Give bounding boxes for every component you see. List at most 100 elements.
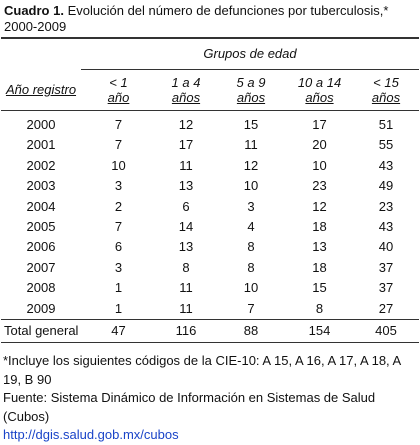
value-cell: 8 [182,259,190,275]
column-header: 10 a 14 años [286,69,353,111]
value-cell: 3 [114,178,123,194]
column-header-line2-wrap: años [286,90,353,105]
data-row: 2005 7 14 4 18 43 [1,217,419,237]
value-cell: 13 [312,239,327,255]
value-cell: 7 [114,137,123,153]
total-value: 116 [156,319,216,344]
year-cell: 2006 [26,239,56,255]
total-row: Total general 47 116 88 154 405 [1,319,420,344]
value-cell: 51 [378,117,394,132]
value-cell: 10 [111,157,126,173]
column-header-line1: 5 a 9 [236,75,266,90]
source-link[interactable]: http://dgis.salud.gob.mx/cubos [3,427,179,443]
table-body: Grupos de edad Año registro < 1 año 1 a 4 añ… [1,38,420,344]
title: Cuadro 1. Evolución del número de defunc… [0,0,420,37]
column-header-line1: 10 a 14 [297,75,342,90]
value-cell: 37 [378,280,394,296]
total-value: 154 [286,319,353,344]
value-cell: 3 [247,198,255,214]
data-row: 2001 7 17 11 20 55 [1,135,419,155]
data-row: 2000 7 12 15 17 51 [1,111,419,136]
data-row: 2004 2 6 3 12 23 [1,197,419,217]
value-cell: 12 [312,198,327,214]
column-header-line1: < 15 [373,75,399,90]
value-cell: 17 [312,117,327,132]
value-cell: 11 [179,157,193,173]
year-cell: 2004 [26,198,56,214]
source: Fuente: Sistema Dinámico de Información … [3,390,376,424]
column-header-line2: años [236,90,266,105]
value-cell: 15 [243,117,259,132]
value-cell: 12 [243,157,259,173]
value-cell: 1 [114,280,123,296]
value-cell: 7 [247,300,255,316]
year-cell: 2003 [26,178,56,194]
year-cell: 2007 [26,259,56,275]
value-cell: 55 [378,137,394,153]
value-cell: 40 [378,239,394,255]
data-row: 2009 1 11 7 8 27 [1,299,419,320]
value-cell: 6 [114,239,123,255]
total-value: 47 [81,319,156,344]
data-row: 2003 3 13 10 23 49 [1,176,419,196]
value-cell: 43 [378,219,394,235]
value-cell: 1 [114,300,123,316]
column-header-line2-wrap: años [156,90,216,105]
column-header-line1: 1 a 4 [171,75,201,90]
value-cell: 43 [378,157,394,173]
value-cell: 10 [243,280,259,296]
title-label: Cuadro 1. [4,3,64,18]
row-header: Año registro [1,69,81,111]
total-label: Total general [1,319,81,344]
group-header-row: Grupos de edad [1,38,420,70]
data-row: 2007 3 8 8 18 37 [1,258,419,278]
column-header-line2-wrap: año [81,90,156,105]
year-cell: 2008 [26,280,56,296]
value-cell: 18 [312,259,327,275]
year-cell: 2000 [26,117,56,132]
value-cell: 8 [247,239,255,255]
group-header: Grupos de edad [81,38,420,70]
year-cell: 2005 [26,219,56,235]
column-header: < 15 años [353,69,420,111]
value-cell: 17 [178,137,194,153]
value-cell: 18 [312,219,327,235]
total-value: 405 [353,319,420,344]
column-header: < 1 año [81,69,156,111]
value-cell: 11 [179,280,193,296]
value-cell: 11 [244,137,258,153]
value-cell: 13 [178,178,194,194]
total-value: 88 [216,319,286,344]
value-cell: 7 [114,219,123,235]
title-text: Evolución del número de defunciones por … [4,3,389,34]
value-cell: 10 [312,157,327,173]
value-cell: 15 [312,280,327,296]
footnote: *Incluye los siguientes códigos de la CI… [3,353,401,387]
value-cell: 13 [178,239,194,255]
column-header-line2-wrap: años [353,90,419,105]
column-header-row: Año registro < 1 año 1 a 4 años 5 a 9 años 10 a… [1,69,420,111]
data-row: 2002 10 11 12 10 43 [1,156,419,176]
value-cell: 2 [114,198,123,214]
row-header-text: Año registro [5,82,77,98]
data-table: Grupos de edad Año registro < 1 año 1 a 4 añ… [1,37,420,344]
data-row: 2008 1 11 10 15 37 [1,278,419,298]
column-header-line1: < 1 [109,75,128,90]
value-cell: 11 [179,300,193,316]
footnotes: *Incluye los siguientes códigos de la CI… [0,343,420,445]
year-cell: 2001 [26,137,56,153]
value-cell: 37 [378,259,394,275]
value-cell: 14 [178,219,194,235]
empty-cell [1,38,81,70]
value-cell: 4 [247,219,255,235]
value-cell: 12 [178,117,194,132]
column-header: 1 a 4 años [156,69,216,111]
value-cell: 23 [378,198,394,214]
year-cell: 2002 [26,157,56,173]
column-header-line2: años [171,90,201,105]
column-header-line2: años [305,90,334,105]
year-cell: 2009 [26,300,56,316]
value-cell: 49 [378,178,394,194]
